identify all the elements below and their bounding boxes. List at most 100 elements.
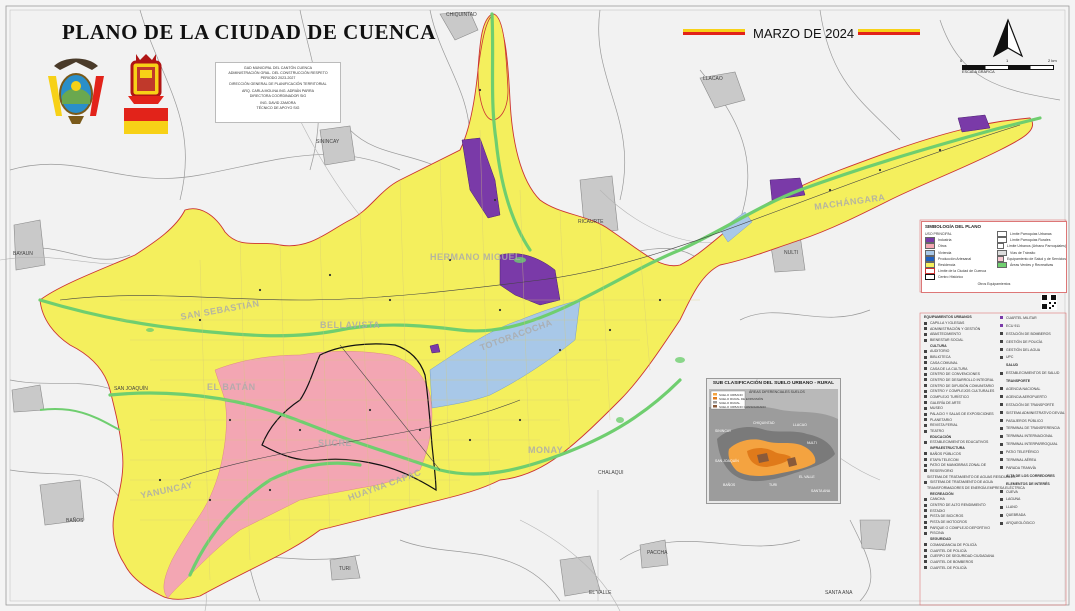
inset-map [709, 389, 838, 501]
equipment-legend-text: AUDITORIO [930, 349, 950, 354]
equipment-legend-text: TRANSFORMADORES DE ENERGÍA EMPRESA ELÉCT… [927, 485, 1025, 490]
place-label: BAYAUN [13, 251, 33, 257]
equipment-legend-text: PISTA DE BICICROS [930, 514, 964, 519]
date-label: MARZO DE 2024 [753, 26, 855, 41]
equipment-legend-item: PLANETARIO [921, 417, 997, 423]
equipment-symbol-icon [924, 429, 927, 433]
legend-text: Límite Urbanos (Urbano Parroquiales) [1006, 244, 1066, 249]
equipment-legend-item: CANCHA [921, 497, 997, 503]
equipment-legend-item: TERMINAL DE TRANSFERENCIA [997, 424, 1065, 432]
equipment-legend-text: SISTEMA DE TRATAMIENTO DE AGUAS RESIDUAL… [927, 474, 1016, 479]
equipment-symbol-icon [924, 549, 927, 553]
equipment-legend-item: AGENCIA NACIONAL [997, 385, 1065, 393]
equipment-symbol-icon [924, 412, 927, 416]
credit-line: GAD MUNICIPAL DEL CANTÓN CUENCA [243, 66, 313, 70]
equipment-legend-text: CANCHA [930, 497, 945, 502]
equipment-legend-item: CUARTEL DE POLICÍA [921, 565, 997, 571]
inset-legend-2: SUELO RURAL DE EXPANSIÓN [719, 396, 764, 401]
equipment-legend-text: BAÑOS PÚBLICOS [930, 451, 961, 456]
equipment-symbol-icon [924, 440, 927, 444]
equipment-symbol-icon [924, 543, 927, 547]
place-label: BAÑOS [66, 518, 84, 524]
equipment-symbol-icon [924, 497, 927, 501]
equipment-symbol-icon [1000, 355, 1003, 359]
equipment-legend-text: ADMINISTRACIÓN Y GESTIÓN [930, 326, 981, 331]
equipment-symbol-icon [924, 361, 927, 365]
equipment-legend-text: PISTA DE MOTOCROS [930, 520, 968, 525]
legend-item: Áreas Verdes y Recreativas [994, 262, 1066, 269]
equipment-legend-item: SEGURIDAD [921, 536, 997, 542]
green-areas [146, 257, 685, 423]
equipment-legend-item: ARQUEOLÓGICO [997, 519, 1065, 527]
equipment-symbol-icon [924, 338, 927, 342]
qr-code-icon [1041, 294, 1057, 310]
equipment-legend-text: PATIO DE MANIOBRAS ZONAL DE [930, 463, 987, 468]
legend-text: Vivienda [938, 250, 952, 255]
equipment-legend-text: GESTIÓN DEL AGUA [1006, 347, 1041, 352]
swatch-city-limit [925, 268, 935, 275]
equipment-legend-item: REVISTA FERIAL [921, 423, 997, 429]
equipment-symbol-icon [1000, 490, 1003, 494]
symbology-legend: SIMBOLOGÍA DEL PLANO USO PRINCIPAL Indus… [921, 221, 1067, 293]
equipment-legend-text: AGENCIA NACIONAL [1006, 386, 1041, 391]
equipment-symbol-icon [1000, 340, 1003, 344]
equipment-legend-item: SISTEMA DE TRATAMIENTO DE AGUAS RESIDUAL… [921, 474, 1015, 480]
equipment-legend-item: ETAPA TELECOM [921, 457, 997, 463]
place-label: SININCAY [316, 139, 340, 145]
equipment-legend-heading: EQUIPAMIENTOS URBANOS [924, 315, 972, 320]
equipment-legend-text: COMANDANCIA DE POLICÍA [930, 542, 977, 547]
equipment-legend-item: CUARTEL DE POLICÍA [921, 548, 997, 554]
equipment-legend-text: TERMINAL AÉREA [1006, 457, 1037, 462]
equipment-legend-item: PATIO DE MANIOBRAS ZONAL DE [921, 462, 997, 468]
equipment-legend-text: PISCINA [930, 531, 945, 536]
equipment-legend-item: BAÑOS PÚBLICOS [921, 451, 997, 457]
ecuador-coat-of-arms-icon [48, 58, 104, 124]
equipment-symbol-icon [1000, 513, 1003, 517]
equipment-legend-item: TRANSFORMADORES DE ENERGÍA EMPRESA ELÉCT… [921, 485, 1025, 491]
legend-item: Límite Parroquias Urbanas [994, 231, 1066, 238]
equipment-symbol-icon [1000, 364, 1003, 367]
equipment-legend-item: GESTIÓN DE POLICÍA [997, 338, 1065, 346]
equipment-legend-text: CUERPO DE SEGURIDAD CIUDADANA [930, 554, 995, 559]
equipment-symbol-icon [924, 321, 927, 325]
equipment-legend-text: ESTACIÓN DE TRANSPORTE [1006, 402, 1055, 407]
equipment-legend-item: RESERVORIO [921, 468, 997, 474]
cuenca-coat-of-arms-icon [128, 54, 164, 104]
credit-line: ING. DAVID ZAMORA [260, 100, 296, 105]
equipment-legend-text: ESTABLECIMIENTOS DE SALUD [1006, 371, 1060, 376]
equipment-legend-text: CAPILLA Y IGLESIAS [930, 321, 965, 326]
inset-place: SANTA ANA [811, 489, 831, 493]
equipment-legend-text: SISTEMA ADMINISTRATIVO DEVIAL [1006, 410, 1065, 415]
equipment-legend-item: ADMINISTRACIÓN Y GESTIÓN [921, 326, 997, 332]
equipment-legend-text: TERMINAL INTERPARROQUIAL [1006, 442, 1058, 447]
equipment-legend-text: CASA DE LA CULTURA [930, 366, 968, 371]
equipment-legend-item: CUEVA [997, 488, 1065, 496]
equipment-legend-text: AGENCIA AEROPUERTO [1006, 394, 1047, 399]
equipment-legend-item: ALTA DE LOS CORREDORES [997, 472, 1065, 480]
equipment-legend-item: RECREACIÓN [921, 491, 997, 497]
legend-heading-text: USO PRINCIPAL [925, 232, 952, 237]
equipment-symbol-icon [1000, 371, 1003, 375]
equipment-legend-item: QUEBRADA [997, 511, 1065, 519]
urban-parish-label: MONAY [528, 445, 564, 455]
equipment-legend-item: ESTABLECIMIENTOS DE SALUD [997, 369, 1065, 377]
urban-rural-inset: SUB CLASIFICACIÓN DEL SUELO URBANO - RUR… [706, 378, 841, 504]
equipment-symbol-icon [924, 344, 927, 347]
industrial-zones [429, 114, 991, 354]
equipment-legend-text: ARQUEOLÓGICO [1006, 521, 1035, 526]
legend-text: Industria [938, 238, 952, 243]
inset-place: EL VALLE [799, 475, 815, 479]
equipment-legend-text: BIBLIOTECA [930, 355, 951, 360]
equipment-symbol-icon [924, 389, 927, 393]
equipment-legend-item: ESTACIÓN DE TRANSPORTE [997, 401, 1065, 409]
inset-legend-3: SUELO RURAL [719, 400, 741, 405]
legend-item: Límite de la Ciudad de Cuenca [922, 268, 994, 275]
legend-text: Otros [938, 244, 947, 249]
place-label: SANTA ANA [825, 590, 853, 596]
place-label: RICAURTE [578, 219, 604, 225]
equipment-legend-text: RECREACIÓN [930, 491, 954, 496]
equipment-legend-text: SALUD [1006, 363, 1019, 368]
legend-item: Residencia [922, 262, 994, 269]
equipment-legend-text: GESTIÓN DE POLICÍA [1006, 339, 1043, 344]
